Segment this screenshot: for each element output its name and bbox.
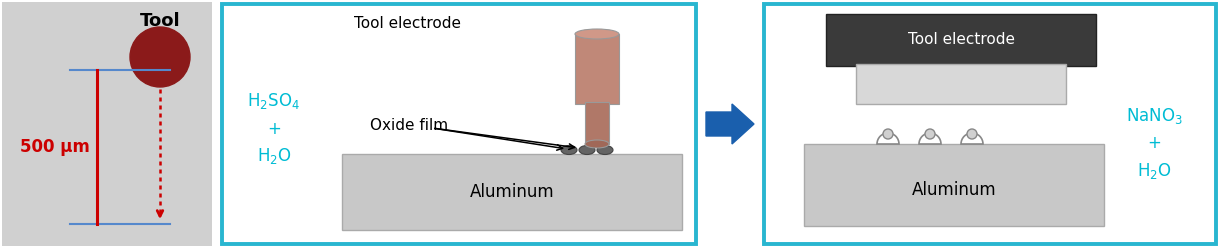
Wedge shape: [961, 133, 983, 144]
Bar: [856, 64, 1065, 104]
Text: $\mathsf{NaNO_3}$
$+$
$\mathsf{H_2O}$: $\mathsf{NaNO_3}$ $+$ $\mathsf{H_2O}$: [1125, 105, 1182, 181]
Text: 500 μm: 500 μm: [20, 138, 90, 156]
Text: Oxide film: Oxide film: [371, 119, 449, 133]
Text: Aluminum: Aluminum: [912, 181, 996, 199]
Text: Tool electrode: Tool electrode: [907, 32, 1014, 48]
Text: Tool: Tool: [140, 12, 180, 30]
Bar: [826, 14, 1096, 66]
Ellipse shape: [597, 146, 613, 155]
Bar: [805, 144, 1104, 226]
Bar: [343, 154, 681, 230]
Wedge shape: [919, 133, 941, 144]
Text: Tool electrode: Tool electrode: [354, 16, 461, 31]
Ellipse shape: [585, 140, 610, 148]
Wedge shape: [876, 133, 898, 144]
Ellipse shape: [561, 146, 577, 155]
FancyBboxPatch shape: [222, 4, 696, 244]
Text: $\mathsf{H_2SO_4}$
$+$
$\mathsf{H_2O}$: $\mathsf{H_2SO_4}$ $+$ $\mathsf{H_2O}$: [247, 91, 301, 166]
Bar: [2, 2, 212, 246]
Bar: [575, 34, 619, 104]
Circle shape: [967, 129, 976, 139]
Ellipse shape: [575, 29, 619, 39]
Ellipse shape: [579, 146, 595, 155]
Text: Aluminum: Aluminum: [469, 183, 555, 201]
FancyArrow shape: [706, 104, 755, 144]
Circle shape: [883, 129, 894, 139]
Circle shape: [925, 129, 935, 139]
Bar: [585, 102, 610, 144]
FancyBboxPatch shape: [764, 4, 1217, 244]
Circle shape: [130, 27, 190, 87]
